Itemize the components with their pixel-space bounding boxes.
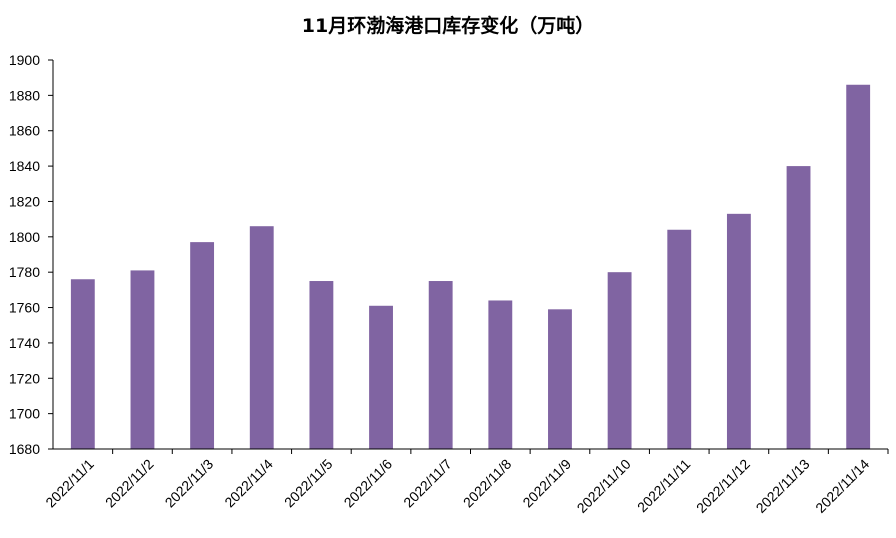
- x-tick-label: 2022/11/2: [102, 456, 157, 511]
- x-tick-label: 2022/11/6: [341, 456, 396, 511]
- bar: [726, 213, 751, 449]
- x-axis: 2022/11/1 2022/11/2 2022/11/3 2022/11/4 2022…: [42, 448, 889, 516]
- bar: [667, 229, 692, 449]
- bar: [70, 279, 95, 449]
- x-tick-label: 2022/11/7: [400, 456, 455, 511]
- x-tick-label: 2022/11/12: [693, 456, 753, 516]
- y-tick-label: 1780: [9, 264, 40, 280]
- bar: [846, 84, 871, 449]
- x-tick-label: 2022/11/4: [221, 456, 276, 511]
- x-tick-label: 2022/11/1: [42, 456, 97, 511]
- y-tick-label: 1820: [9, 193, 40, 209]
- x-tick-label: 2022/11/10: [574, 456, 634, 516]
- y-tick-label: 1700: [9, 406, 40, 422]
- x-tick-label: 2022/11/13: [753, 456, 813, 516]
- x-tick-label: 2022/11/9: [519, 456, 574, 511]
- y-tick-label: 1880: [9, 87, 40, 103]
- bar: [488, 300, 513, 449]
- y-tick-label: 1900: [9, 52, 40, 68]
- bar: [428, 281, 453, 449]
- bar: [249, 226, 274, 449]
- bar: [548, 309, 572, 449]
- y-tick-label: 1860: [9, 123, 40, 139]
- y-tick-label: 1840: [9, 158, 40, 174]
- bar: [786, 166, 811, 449]
- bar: [130, 270, 155, 449]
- y-tick-label: 1720: [9, 370, 40, 386]
- chart-title: 11月环渤海港口库存变化（万吨）: [302, 14, 594, 37]
- y-axis: 1680 1700 1720 1740 1760 1780 1800 1820 1840 1860…: [9, 52, 54, 457]
- x-tick-label: 2022/11/11: [634, 456, 694, 516]
- y-tick-label: 1800: [9, 229, 40, 245]
- x-tick-label: 2022/11/8: [460, 456, 515, 511]
- y-tick-label: 1740: [9, 335, 40, 351]
- bar: [190, 242, 215, 449]
- y-tick-label: 1760: [9, 300, 40, 316]
- bar: [309, 281, 334, 449]
- x-tick-label: 2022/11/5: [281, 456, 336, 511]
- x-tick-label: 2022/11/3: [162, 456, 217, 511]
- x-tick-label: 2022/11/14: [812, 456, 872, 516]
- bars: [70, 84, 871, 449]
- bar: [607, 272, 632, 449]
- y-tick-label: 1680: [9, 441, 40, 457]
- bar: [369, 305, 393, 449]
